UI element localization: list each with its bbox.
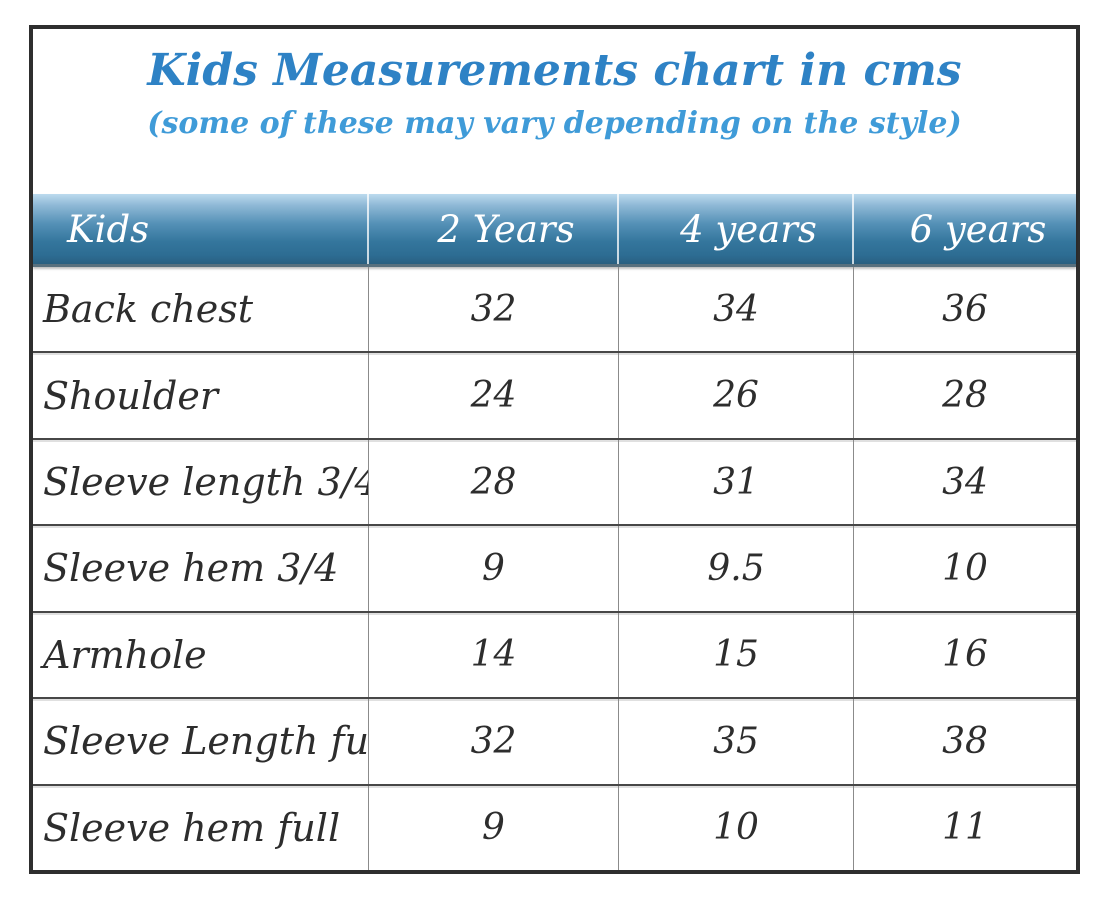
page-subtitle: (some of these may vary depending on the… (147, 105, 962, 141)
cell-value: 24 (369, 353, 619, 438)
row-label-sleeve-hem-34: Sleeve hem 3/4 (33, 526, 369, 611)
cell-value: 28 (942, 375, 988, 417)
row-label-back-chest: Back chest (33, 267, 369, 352)
cell-value: 11 (942, 807, 988, 849)
cell-value: 16 (942, 634, 988, 676)
row-label-sleeve-length-34: Sleeve length 3/4 (33, 439, 369, 525)
title-block: Kids Measurements chart in cms (some of … (33, 29, 1076, 194)
table-row: Sleeve hem full 9 10 11 (33, 783, 1076, 870)
measurement-chart: Kids Measurements chart in cms (some of … (29, 25, 1080, 874)
cell-value: 26 (619, 353, 854, 438)
table-row: Back chest 32 34 36 (33, 267, 1076, 352)
header-cell-2-years: 2 Years (369, 194, 619, 264)
header-cell-4-years: 4 years (619, 194, 854, 264)
cell-value: 9.5 (619, 526, 854, 611)
table-body: Back chest 32 34 36 Shoulder 24 26 28 Sl… (33, 267, 1076, 870)
cell-value: 36 (942, 288, 988, 330)
cell-value: 34 (942, 461, 988, 503)
cell-value: 9 (369, 526, 619, 611)
header-cell-6-years: 6 years (909, 207, 1047, 251)
cell-value: 15 (619, 612, 854, 698)
row-label-shoulder: Shoulder (33, 353, 369, 438)
cell-value: 28 (369, 439, 619, 525)
row-label-sleeve-length-full: Sleeve Length full (33, 699, 369, 784)
cell-value: 10 (619, 785, 854, 870)
table-header-row: Kids 2 Years 4 years 6 years (33, 194, 1076, 267)
header-cell-kids: Kids (33, 194, 369, 264)
row-label-sleeve-hem-full: Sleeve hem full (33, 785, 369, 870)
cell-value: 9 (369, 785, 619, 870)
table-row: Sleeve length 3/4 28 31 34 (33, 437, 1076, 525)
cell-value: 14 (369, 612, 619, 698)
table-row: Sleeve Length full 32 35 38 (33, 697, 1076, 784)
table-row: Armhole 14 15 16 (33, 610, 1076, 698)
cell-value: 34 (619, 267, 854, 352)
page-title: Kids Measurements chart in cms (147, 45, 962, 96)
table-row: Sleeve hem 3/4 9 9.5 10 (33, 524, 1076, 611)
cell-value: 38 (942, 720, 988, 762)
cell-value: 32 (369, 267, 619, 352)
cell-value: 10 (942, 547, 988, 589)
table-row: Shoulder 24 26 28 (33, 351, 1076, 438)
cell-value: 31 (619, 439, 854, 525)
row-label-armhole: Armhole (33, 612, 369, 698)
cell-value: 35 (619, 699, 854, 784)
cell-value: 32 (369, 699, 619, 784)
